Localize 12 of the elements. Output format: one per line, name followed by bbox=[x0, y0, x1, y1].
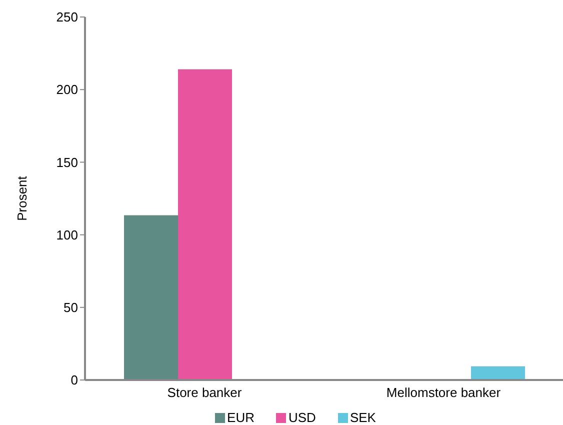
x-tick-label: Mellomstore banker bbox=[386, 385, 502, 400]
y-tick-label: 50 bbox=[64, 300, 78, 316]
legend-label: USD bbox=[288, 410, 316, 425]
y-tick-label: 200 bbox=[56, 82, 78, 98]
y-tick-label: 0 bbox=[70, 372, 78, 388]
y-tick-label: 150 bbox=[56, 154, 78, 170]
legend-label: SEK bbox=[350, 410, 376, 425]
x-tick-label: Store banker bbox=[167, 385, 242, 400]
y-axis-title: Prosent bbox=[14, 176, 30, 221]
legend-label: EUR bbox=[227, 410, 254, 425]
y-tick-label: 250 bbox=[56, 10, 78, 25]
y-tick-label: 100 bbox=[56, 227, 78, 242]
